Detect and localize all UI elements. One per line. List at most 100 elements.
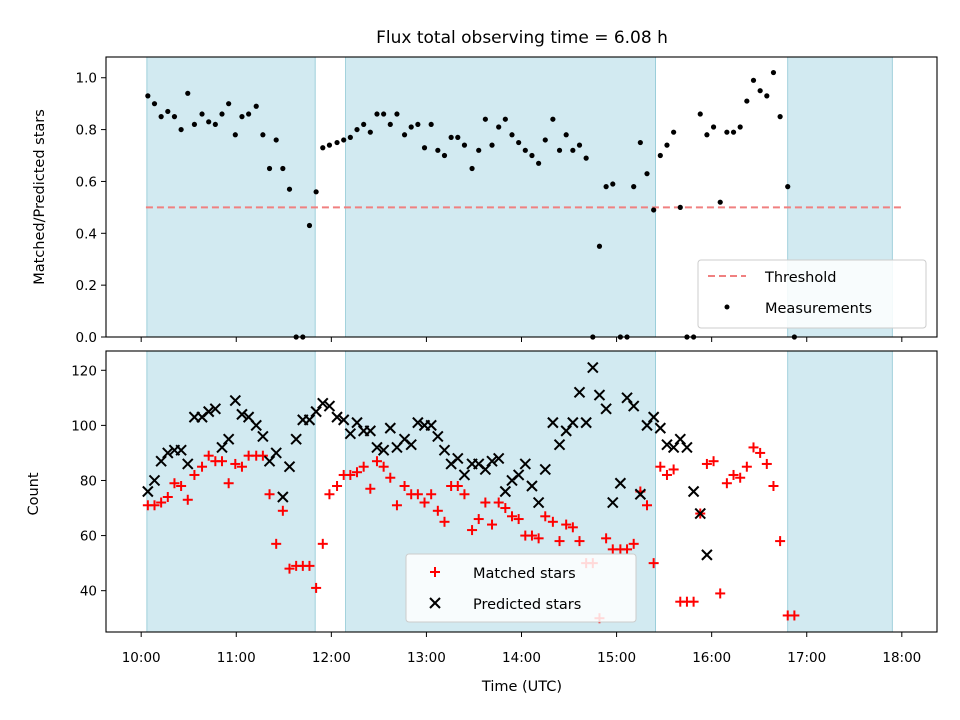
measurement-point (502, 116, 508, 122)
matched-star-point (391, 500, 402, 511)
matched-star-point (197, 461, 208, 472)
measurement-point (326, 142, 333, 148)
matched-star-point (439, 516, 450, 527)
matched-star-point (419, 497, 430, 508)
predicted-star-point (371, 441, 383, 454)
predicted-star-point (512, 469, 525, 481)
predicted-star-point (377, 444, 390, 456)
matched-star-point (480, 497, 491, 508)
measurement-point (770, 69, 777, 76)
x-tick-label: 16:00 (692, 650, 731, 666)
measurement-point (536, 160, 542, 166)
predicted-star-point (317, 397, 329, 410)
predicted-star-point (405, 438, 417, 451)
measurement-point (509, 132, 515, 138)
matched-star-point (317, 538, 328, 549)
matched-star-point (156, 497, 167, 508)
measurement-point (435, 147, 441, 153)
predicted-star-point (701, 549, 713, 561)
measurement-point (367, 129, 373, 135)
predicted-star-point (621, 392, 633, 404)
predicted-star-point (532, 496, 545, 509)
x-tick-label: 14:00 (502, 650, 541, 666)
measurement-point (199, 111, 205, 117)
measurement-point (171, 114, 178, 120)
measurement-point (421, 145, 428, 151)
measurement-point (320, 145, 326, 151)
matched-star-point (169, 478, 180, 489)
y-tick-label: 40 (80, 584, 97, 600)
top-legend-box (697, 259, 927, 329)
measurement-point (550, 116, 556, 122)
legend-measurements-swatch (724, 304, 730, 310)
matched-star-point (459, 489, 470, 500)
matched-star-point (708, 456, 719, 467)
legend-matched-label: Matched stars (473, 566, 576, 582)
measurement-point (212, 121, 218, 128)
measurement-point (226, 101, 232, 107)
measurement-point (563, 132, 569, 138)
matched-star-point (378, 461, 389, 472)
matched-star-point (506, 511, 517, 522)
matched-star-point (761, 458, 772, 469)
top-panel: 0.0 0.2 0.4 0.6 0.8 1.0 Matched/Predicted sta… (32, 56, 938, 346)
measurement-point (374, 111, 380, 117)
predicted-star-point (486, 455, 498, 467)
matched-star-point (176, 480, 187, 491)
matched-star-point (500, 503, 511, 514)
matched-star-point (661, 469, 672, 480)
matched-star-point (688, 596, 699, 607)
matched-star-point (162, 492, 173, 503)
predicted-star-point (310, 405, 322, 418)
matched-star-point (554, 536, 565, 547)
measurement-point (704, 132, 710, 138)
x-tick-label: 13:00 (407, 650, 446, 666)
measurement-point (496, 124, 502, 130)
predicted-star-point (263, 455, 276, 467)
measurement-point (158, 114, 164, 120)
measurement-point (341, 137, 347, 143)
measurement-point (657, 152, 663, 159)
matched-star-point (284, 563, 295, 574)
measurement-point (185, 90, 191, 96)
predicted-star-point (283, 460, 296, 473)
measurement-point (677, 204, 683, 210)
predicted-star-point (614, 477, 627, 489)
matched-star-point (236, 461, 247, 472)
matched-star-point (728, 469, 739, 480)
measurement-point (522, 147, 528, 153)
predicted-star-point (257, 430, 269, 443)
x-tick-label: 10:00 (122, 650, 161, 666)
matched-star-point (149, 500, 160, 511)
x-tick-label: 17:00 (787, 650, 826, 666)
measurement-point (347, 134, 353, 140)
measurement-point (644, 171, 650, 177)
matched-star-point (648, 558, 659, 569)
predicted-star-point (492, 452, 505, 465)
measurement-point (596, 243, 603, 249)
legend-predicted-swatch (429, 597, 441, 609)
legend-measurements-label: Measurements (765, 301, 872, 317)
predicted-star-point (142, 485, 154, 498)
predicted-star-point (587, 361, 599, 374)
measurement-point (482, 116, 488, 122)
matched-star-point (721, 478, 732, 489)
matched-star-point (547, 516, 558, 527)
matched-star-point (622, 544, 633, 555)
matched-star-point (365, 483, 376, 494)
predicted-star-point (607, 496, 619, 509)
predicted-star-point (627, 400, 640, 412)
bottom-axes: 40 60 80 100 120 10:00 11:00 12:00 13:00 14:00 15:… (71, 350, 938, 666)
measurement-point (266, 165, 273, 172)
matched-star-point (182, 494, 193, 505)
measurement-point (415, 121, 421, 128)
predicted-star-point (661, 438, 673, 451)
matched-star-point (493, 497, 504, 508)
predicted-star-point (412, 416, 424, 429)
matched-star-point (668, 464, 679, 475)
bottom-legend: Matched stars Predicted stars (405, 553, 637, 623)
matched-star-point (385, 472, 396, 483)
measurement-point (232, 132, 238, 138)
predicted-star-point (681, 441, 693, 454)
matched-star-point (655, 461, 666, 472)
